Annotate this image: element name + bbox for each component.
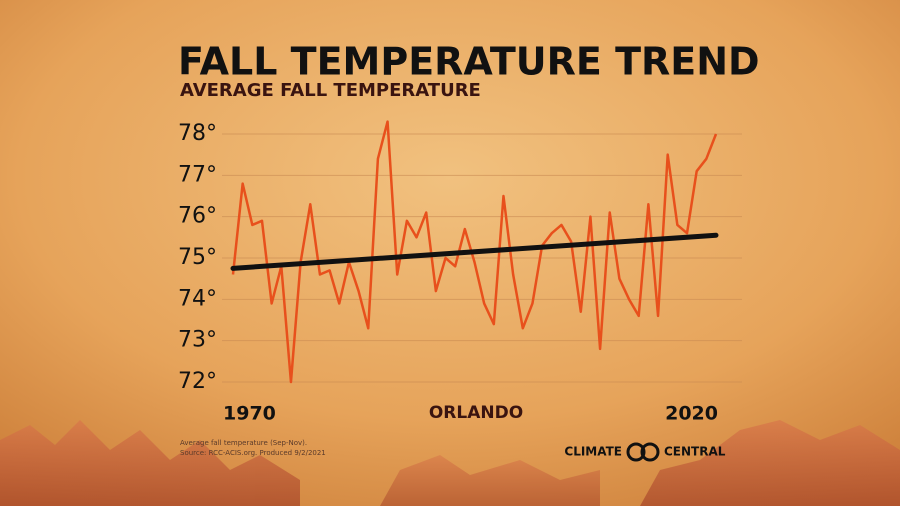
y-tick-label: 72° bbox=[178, 369, 217, 394]
y-tick-label: 75° bbox=[178, 245, 217, 270]
brand-logo bbox=[626, 442, 660, 462]
note: Average fall temperature (Sep-Nov). bbox=[180, 439, 307, 447]
brand: CENTRAL bbox=[664, 445, 726, 459]
chart-title: FALL TEMPERATURE TREND bbox=[178, 40, 760, 84]
y-tick-label: 77° bbox=[178, 162, 217, 187]
chart-subtitle: AVERAGE FALL TEMPERATURE bbox=[180, 80, 481, 101]
leaves bbox=[0, 420, 900, 506]
y-tick-label: 76° bbox=[178, 204, 217, 229]
y-tick-label: 74° bbox=[178, 286, 217, 311]
x-axis-label: ORLANDO bbox=[429, 403, 523, 423]
note: Source: RCC-ACIS.org. Produced 9/2/2021 bbox=[180, 449, 326, 457]
x-tick-label: 2020 bbox=[665, 403, 718, 425]
data-line bbox=[231, 120, 718, 384]
y-tick-label: 73° bbox=[178, 328, 217, 353]
trend-line bbox=[230, 232, 719, 271]
brand: CLIMATE bbox=[564, 445, 622, 459]
x-tick-label: 1970 bbox=[223, 403, 276, 425]
y-tick-label: 78° bbox=[178, 121, 217, 146]
